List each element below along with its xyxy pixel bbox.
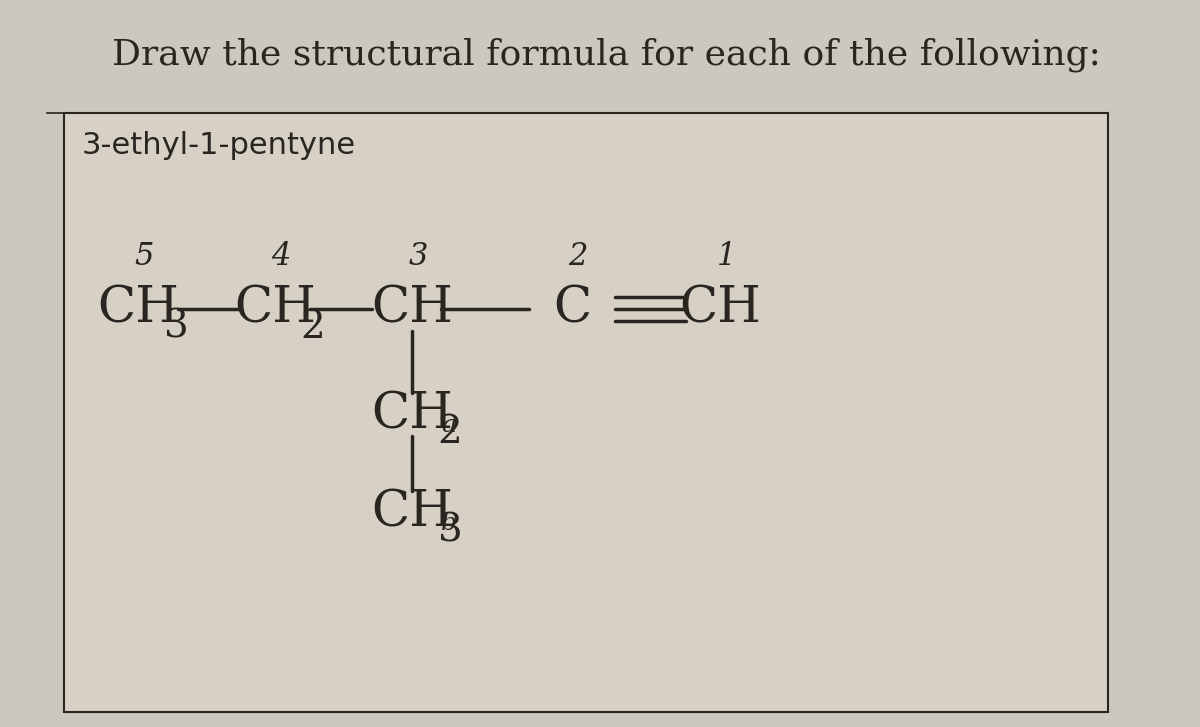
- Text: C: C: [553, 284, 592, 334]
- Text: CH: CH: [234, 284, 317, 334]
- Text: CH: CH: [679, 284, 761, 334]
- Text: 3-ethyl-1-pentyne: 3-ethyl-1-pentyne: [82, 131, 355, 160]
- Text: CH: CH: [372, 488, 454, 537]
- Text: CH: CH: [97, 284, 180, 334]
- Text: a: a: [440, 414, 456, 437]
- Text: 3: 3: [163, 309, 188, 345]
- Text: 1: 1: [716, 241, 736, 272]
- Text: 5: 5: [134, 241, 154, 272]
- Text: 3: 3: [438, 513, 462, 549]
- Text: Draw the structural formula for each of the following:: Draw the structural formula for each of …: [112, 37, 1100, 72]
- Text: 3: 3: [408, 241, 427, 272]
- Text: 2: 2: [568, 241, 588, 272]
- Text: 2: 2: [301, 309, 325, 345]
- Text: 4: 4: [271, 241, 290, 272]
- Text: CH: CH: [372, 284, 454, 334]
- Text: CH: CH: [372, 390, 454, 439]
- Bar: [65, 113, 1109, 712]
- Text: 2: 2: [438, 414, 462, 451]
- Text: b: b: [440, 512, 457, 535]
